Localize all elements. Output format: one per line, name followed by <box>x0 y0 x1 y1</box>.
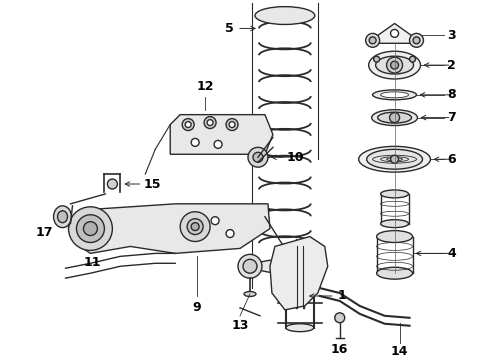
Circle shape <box>226 230 234 238</box>
Circle shape <box>180 212 210 242</box>
Circle shape <box>248 147 268 167</box>
Circle shape <box>69 207 112 251</box>
Text: 3: 3 <box>447 29 456 42</box>
Ellipse shape <box>255 6 315 24</box>
Circle shape <box>211 217 219 225</box>
Ellipse shape <box>381 92 409 98</box>
Circle shape <box>204 117 216 129</box>
Circle shape <box>387 57 403 73</box>
Ellipse shape <box>377 231 413 243</box>
Ellipse shape <box>53 206 72 228</box>
Circle shape <box>390 113 399 122</box>
Circle shape <box>226 118 238 131</box>
Circle shape <box>76 215 104 243</box>
Circle shape <box>391 30 398 37</box>
Polygon shape <box>75 204 270 253</box>
Polygon shape <box>367 23 422 43</box>
Circle shape <box>253 152 263 162</box>
Circle shape <box>83 222 98 235</box>
Text: 8: 8 <box>447 88 456 101</box>
Text: 13: 13 <box>231 319 249 332</box>
Text: 9: 9 <box>193 301 201 314</box>
Text: 4: 4 <box>447 247 456 260</box>
Circle shape <box>243 259 257 273</box>
Text: 14: 14 <box>391 345 408 358</box>
Text: 7: 7 <box>447 111 456 124</box>
Ellipse shape <box>377 267 413 279</box>
Circle shape <box>214 140 222 148</box>
Circle shape <box>229 122 235 127</box>
Circle shape <box>374 56 380 62</box>
Ellipse shape <box>378 112 412 123</box>
Circle shape <box>369 37 376 44</box>
Ellipse shape <box>372 90 416 100</box>
Ellipse shape <box>57 211 68 223</box>
Ellipse shape <box>286 274 314 282</box>
Ellipse shape <box>244 292 256 297</box>
Text: 5: 5 <box>225 22 233 35</box>
Circle shape <box>191 139 199 147</box>
Text: 6: 6 <box>447 153 456 166</box>
Circle shape <box>207 120 213 126</box>
Ellipse shape <box>376 56 414 74</box>
Circle shape <box>182 118 194 131</box>
Text: 17: 17 <box>36 226 53 239</box>
Polygon shape <box>270 237 328 310</box>
Text: 2: 2 <box>447 59 456 72</box>
Text: 15: 15 <box>144 177 161 190</box>
Circle shape <box>191 223 199 231</box>
Text: 1: 1 <box>337 289 346 302</box>
Ellipse shape <box>255 259 315 273</box>
Ellipse shape <box>371 110 417 126</box>
Circle shape <box>187 219 203 235</box>
Ellipse shape <box>367 149 422 169</box>
Circle shape <box>391 155 398 163</box>
Text: 12: 12 <box>196 80 214 93</box>
Circle shape <box>107 179 118 189</box>
Ellipse shape <box>286 324 314 332</box>
Ellipse shape <box>368 51 420 79</box>
Circle shape <box>366 33 380 47</box>
Circle shape <box>410 56 416 62</box>
Ellipse shape <box>381 220 409 228</box>
Text: 10: 10 <box>286 151 304 164</box>
Circle shape <box>391 61 398 69</box>
Ellipse shape <box>359 147 431 172</box>
Polygon shape <box>170 114 273 154</box>
Circle shape <box>413 37 420 44</box>
Circle shape <box>410 33 423 47</box>
Circle shape <box>238 255 262 278</box>
Circle shape <box>185 122 191 127</box>
Text: 11: 11 <box>84 256 101 269</box>
Ellipse shape <box>381 190 409 198</box>
Circle shape <box>335 313 345 323</box>
Text: 16: 16 <box>331 343 348 356</box>
